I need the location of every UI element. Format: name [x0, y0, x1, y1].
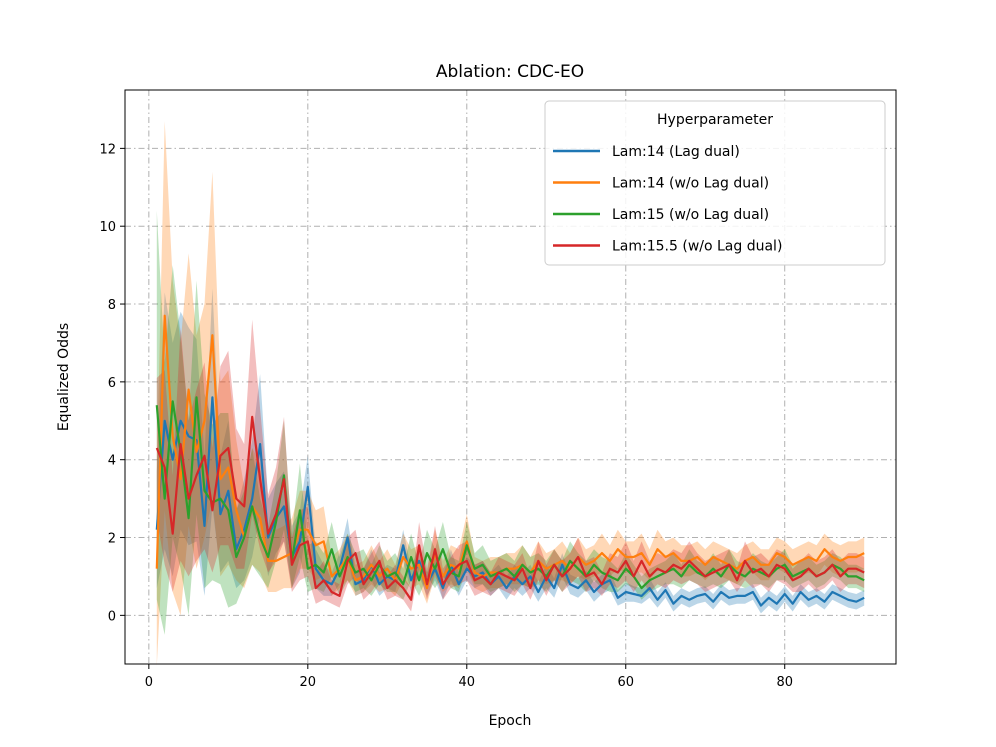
- x-tick-label: 80: [776, 675, 793, 690]
- band-lam-15-w-o-lag-dual: [156, 210, 865, 635]
- y-axis-ticks: 0 2 4 6 8 10 12: [99, 142, 125, 624]
- band-lam-15-5-w-o-lag-dual: [156, 319, 865, 612]
- y-tick-label: 0: [108, 609, 116, 624]
- x-axis-ticks: 0 20 40 60 80: [145, 664, 793, 690]
- series-line-lam-14-w-o-lag-dual: [155, 314, 865, 590]
- legend-label: Lam:14 (Lag dual): [612, 144, 740, 160]
- legend-box: [544, 100, 886, 266]
- chart-title: Ablation: CDC-EO: [436, 62, 584, 82]
- y-tick-label: 10: [99, 220, 116, 235]
- x-tick-label: 60: [617, 675, 634, 690]
- legend-items: Lam:14 (Lag dual) Lam:14 (w/o Lag dual) La…: [553, 144, 782, 255]
- y-tick-label: 2: [108, 532, 116, 547]
- band-lam-14-w-o-lag-dual: [156, 121, 865, 666]
- series-line-lam-15-w-o-lag-dual: [155, 396, 865, 590]
- legend-label: Lam:14 (w/o Lag dual): [612, 176, 769, 192]
- x-axis-label: Epoch: [489, 713, 532, 729]
- legend-title: Hyperparameter: [657, 112, 773, 128]
- y-axis-label: Equalized Odds: [56, 323, 72, 431]
- x-tick-label: 40: [459, 675, 476, 690]
- legend-label: Lam:15.5 (w/o Lag dual): [612, 239, 782, 255]
- y-tick-label: 8: [108, 298, 116, 313]
- y-tick-label: 6: [108, 376, 116, 391]
- x-tick-label: 0: [145, 675, 153, 690]
- plot-frame: [124, 89, 897, 665]
- y-tick-label: 12: [99, 142, 116, 157]
- y-tick-label: 4: [108, 454, 116, 469]
- series-line-lam-15-5-w-o-lag-dual: [155, 415, 865, 601]
- legend-label: Lam:15 (w/o Lag dual): [612, 207, 769, 223]
- legend: Hyperparameter Lam:14 (Lag dual)Lam:14 (…: [544, 100, 886, 266]
- series-lines: [155, 314, 865, 607]
- x-tick-label: 20: [300, 675, 317, 690]
- series-line-lam-14-lag-dual: [155, 396, 865, 607]
- confidence-bands: [156, 121, 865, 666]
